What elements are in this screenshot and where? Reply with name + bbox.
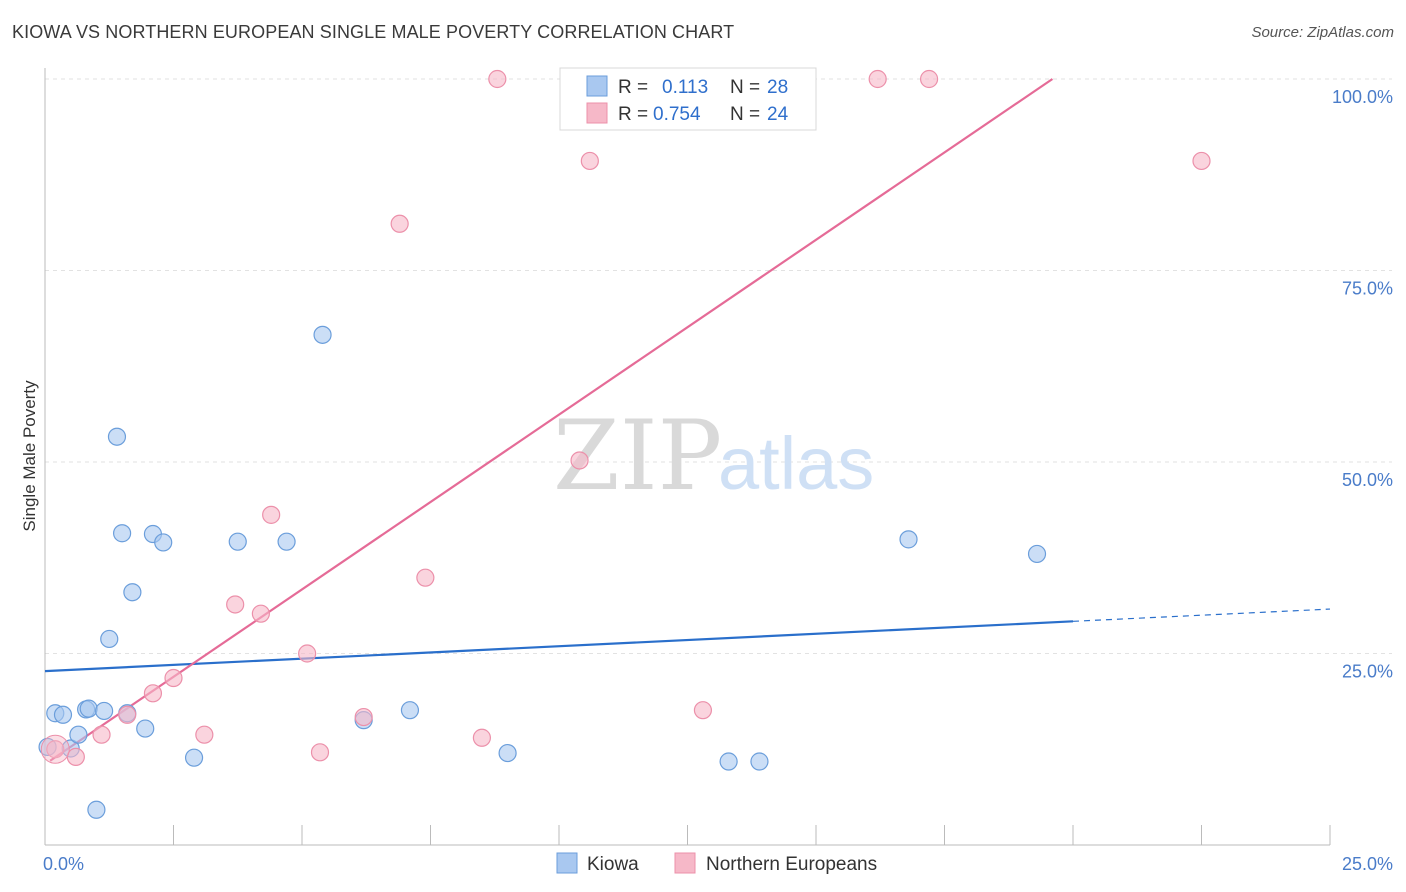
data-point — [354, 707, 373, 727]
legend-r-value-kiowa: 0.113 — [662, 77, 708, 98]
y-tick-label: 50.0% — [1342, 470, 1393, 490]
trend-lines — [44, 78, 1331, 762]
series-northern-europeans — [46, 69, 1211, 767]
data-point — [498, 743, 517, 763]
data-point — [899, 530, 918, 549]
legend-n-label: N = — [730, 104, 760, 125]
data-point — [164, 668, 183, 688]
data-point — [136, 719, 155, 738]
data-point — [416, 568, 435, 587]
y-tick-label: 100.0% — [1332, 87, 1393, 107]
legend-r-label: R = — [618, 77, 648, 98]
series-legend-swatch-northern-europeans — [674, 852, 696, 874]
data-point — [693, 701, 713, 720]
legend-n-value-northern-europeans: 24 — [767, 104, 789, 125]
data-point — [390, 214, 409, 233]
data-point — [112, 524, 132, 543]
data-point — [580, 151, 599, 171]
data-point — [251, 604, 270, 623]
x-tick-label: 25.0% — [1342, 854, 1393, 874]
data-point — [310, 743, 330, 762]
data-point — [92, 725, 111, 744]
y-tick-label: 75.0% — [1342, 279, 1393, 299]
trend-line-kiowa — [44, 620, 1074, 673]
data-point — [472, 728, 491, 747]
data-point — [570, 451, 589, 470]
data-point — [53, 705, 73, 724]
data-point — [195, 725, 214, 744]
legend-swatch-northern-europeans — [586, 102, 608, 124]
legend-r-label: R = — [618, 104, 648, 125]
series-legend: Kiowa Northern Europeans — [556, 852, 877, 875]
y-tick-label: 25.0% — [1342, 662, 1393, 682]
data-point — [262, 505, 281, 524]
series-legend-swatch-kiowa — [556, 852, 578, 874]
data-point — [87, 800, 106, 819]
data-point — [66, 747, 85, 767]
data-point — [79, 699, 98, 718]
legend-n-label: N = — [730, 77, 760, 98]
legend-r-value-northern-europeans: 0.754 — [653, 104, 701, 125]
data-point — [184, 748, 204, 767]
data-point — [100, 629, 119, 649]
data-point — [919, 69, 939, 89]
data-point — [107, 427, 127, 446]
data-point — [154, 533, 173, 552]
data-point — [750, 752, 769, 771]
tick-labels: 25.0% 50.0% 75.0% 100.0% 0.0% 25.0% — [43, 87, 1393, 874]
data-point — [123, 583, 142, 602]
data-point — [226, 595, 245, 614]
watermark: ZIP atlas — [553, 400, 874, 512]
data-point — [1192, 151, 1211, 171]
data-point — [298, 644, 317, 663]
data-point — [95, 701, 114, 721]
x-tick-label: 0.0% — [43, 854, 84, 874]
watermark-atlas: atlas — [718, 422, 874, 505]
data-point — [277, 532, 296, 551]
data-point — [400, 701, 420, 720]
data-point — [118, 705, 137, 724]
trend-extension-kiowa — [1072, 608, 1331, 622]
data-point — [488, 69, 507, 89]
data-point — [69, 725, 88, 744]
grid-lines — [45, 78, 1392, 654]
legend-swatch-kiowa — [586, 75, 608, 97]
series-legend-label-kiowa: Kiowa — [587, 854, 639, 875]
trend-line-northern-europeans — [49, 78, 1054, 762]
source-label: Source: ZipAtlas.com — [1251, 24, 1394, 41]
data-point — [228, 532, 247, 551]
data-point — [143, 684, 163, 703]
data-point — [46, 740, 65, 759]
chart-title: KIOWA VS NORTHERN EUROPEAN SINGLE MALE P… — [12, 22, 735, 42]
data-points — [38, 69, 1211, 819]
data-point — [1027, 544, 1047, 564]
data-point — [313, 325, 332, 344]
series-legend-label-northern-europeans: Northern Europeans — [706, 854, 877, 875]
series-kiowa — [38, 325, 1047, 819]
data-point — [719, 752, 738, 771]
y-axis-label: Single Male Poverty — [20, 380, 39, 532]
legend-n-value-kiowa: 28 — [767, 77, 788, 98]
data-point — [868, 69, 887, 89]
data-point-cluster — [40, 734, 70, 764]
stats-legend: R = 0.113 N = 28 R = 0.754 N = 24 — [559, 67, 817, 131]
axes — [44, 68, 1331, 846]
